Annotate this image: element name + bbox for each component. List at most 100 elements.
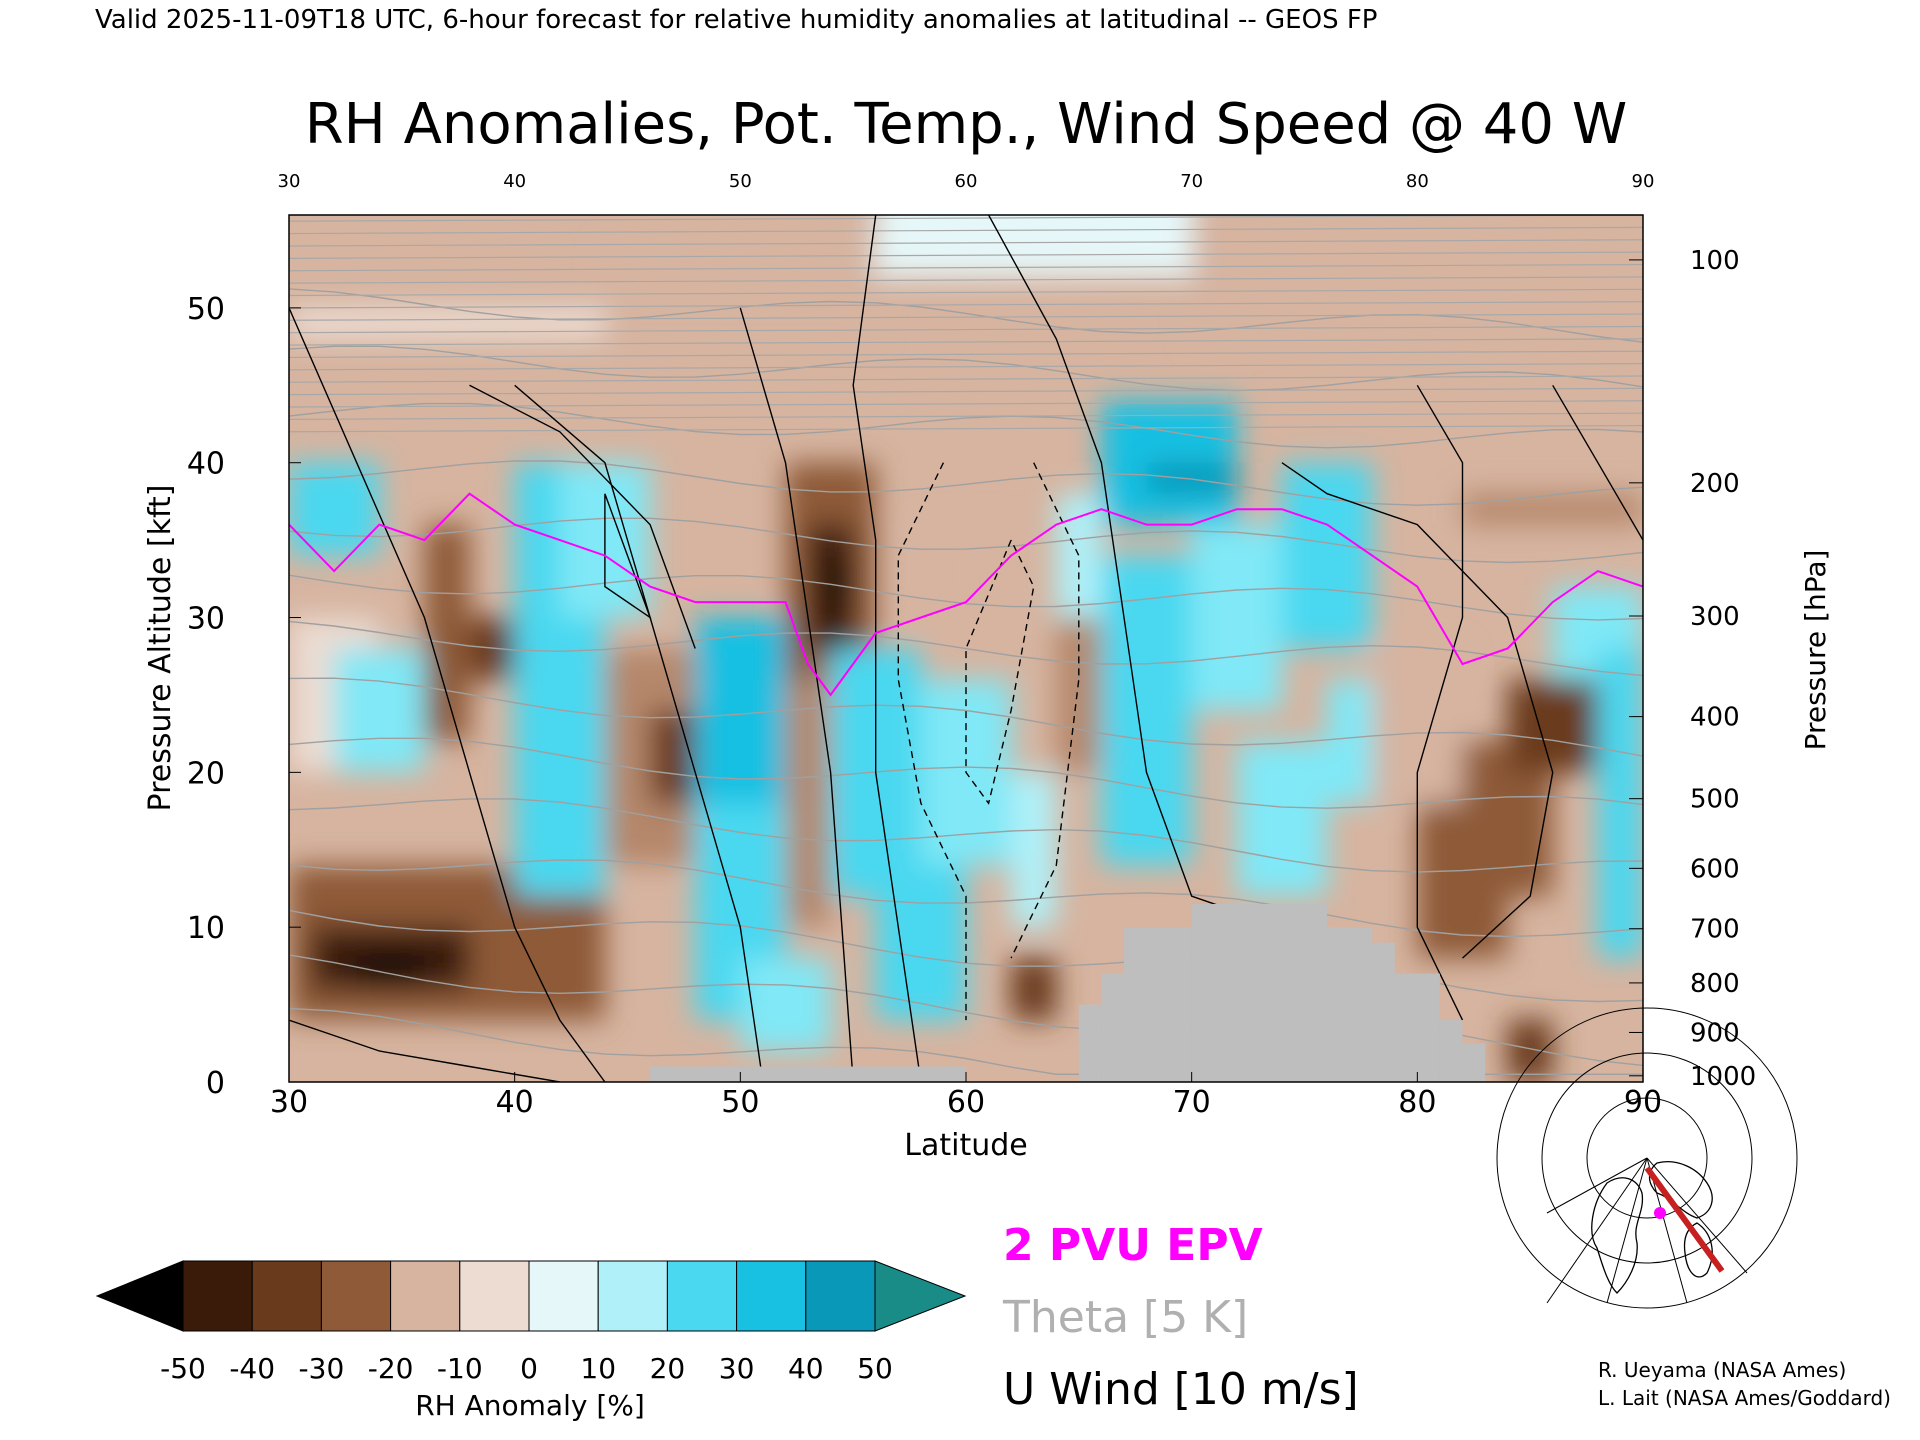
- colorbar-cell: [182, 1260, 253, 1332]
- colorbar-high-arrow: [874, 1260, 967, 1332]
- x-top-tick-label: 90: [1632, 171, 1655, 192]
- colorbar-cell: [459, 1260, 530, 1332]
- x-tick-label: 90: [1624, 1085, 1662, 1120]
- theta-contour-line: [289, 677, 1643, 757]
- x-tick-label: 60: [947, 1085, 985, 1120]
- rh-anomaly-patch: [1462, 493, 1643, 525]
- colorbar-cell: [736, 1260, 807, 1332]
- x-tick-label: 50: [721, 1085, 759, 1120]
- wind-contours: [289, 215, 1643, 1082]
- colorbar-cell: [805, 1260, 876, 1332]
- theta-contour-line: [289, 338, 1643, 346]
- terrain-block: [650, 1066, 966, 1082]
- rh-anomaly-patch: [289, 307, 605, 339]
- terrain-block: [1327, 927, 1373, 1082]
- colorbar-cell: [251, 1260, 322, 1332]
- wind-contour-line: [1416, 384, 1464, 1021]
- rh-anomaly-patch: [1101, 400, 1237, 525]
- terrain-mask: [650, 903, 1486, 1082]
- x-top-tick-label: 40: [503, 171, 526, 192]
- rh-anomaly-patch: [1507, 679, 1598, 773]
- rh-anomaly-patch: [334, 648, 425, 773]
- theta-contour-line: [289, 288, 1643, 297]
- x-top-tick-label: 50: [729, 171, 752, 192]
- y2-tick-label: 600: [1690, 854, 1740, 884]
- terrain-block: [1372, 942, 1395, 1082]
- theta-contour-line: [289, 215, 1643, 222]
- wind-contour-line: [289, 307, 606, 1082]
- theta-contour-line: [289, 460, 1643, 506]
- colorbar-cell: [390, 1260, 461, 1332]
- rh-anomaly-patch: [740, 958, 831, 1052]
- theta-contour-line: [289, 226, 1643, 235]
- wind-contour-line: [1552, 384, 1643, 541]
- y2-tick-label: 200: [1690, 469, 1740, 499]
- y-tick-label: 30: [187, 602, 225, 637]
- rh-anomaly-patch: [1011, 772, 1057, 928]
- colorbar: -50 -40 -30 -20 -10 0 10 20 30 40 50: [95, 1260, 967, 1385]
- terrain-block: [1078, 1004, 1102, 1082]
- theta-contour-line: [289, 276, 1643, 284]
- theta-contour-line: [289, 375, 1643, 383]
- x-top-tick-label: 80: [1406, 171, 1429, 192]
- colorbar-tick-label: -30: [299, 1352, 345, 1385]
- chart-title: RH Anomalies, Pot. Temp., Wind Speed @ 4…: [305, 92, 1627, 157]
- rh-anomaly-patch: [424, 524, 470, 742]
- x-top-tick-label: 30: [278, 171, 301, 192]
- terrain-block: [1394, 973, 1440, 1082]
- rh-anomaly-patch: [1191, 524, 1282, 711]
- x-top-tick-label: 60: [955, 171, 978, 192]
- rh-anomaly-patch: [1101, 555, 1192, 866]
- wind-contour-dashed-line: [1010, 462, 1080, 959]
- y2-axis-label: Pressure [hPa]: [1799, 550, 1832, 751]
- y2-tick-label: 1000: [1690, 1062, 1756, 1092]
- rh-anomaly-patch: [1191, 215, 1643, 339]
- colorbar-low-arrow: [95, 1260, 184, 1332]
- wind-contour-line: [1281, 462, 1554, 959]
- rh-anomaly-patch: [1146, 462, 1237, 494]
- rh-anomaly-patch: [1281, 462, 1373, 649]
- y2-tick-label: 900: [1690, 1018, 1740, 1048]
- rh-anomaly-patch: [875, 865, 966, 1021]
- y-tick-label: 40: [187, 447, 225, 482]
- y2-tick-label: 700: [1690, 915, 1740, 945]
- rh-anomaly-patch: [604, 245, 876, 339]
- rh-anomaly-patch: [650, 710, 696, 804]
- axes: 3030404050506060707080809090010203040501…: [187, 171, 1756, 1120]
- theta-contour-line: [289, 400, 1643, 408]
- inset-map: [1496, 1007, 1798, 1309]
- y-tick-label: 50: [187, 292, 225, 327]
- theta-contour-line: [289, 412, 1643, 420]
- legend-item: U Wind [10 m/s]: [1003, 1364, 1359, 1415]
- legend-item: 2 PVU EPV: [1003, 1220, 1263, 1271]
- y2-tick-label: 800: [1690, 969, 1740, 999]
- terrain-block: [1101, 973, 1124, 1082]
- x-tick-label: 40: [496, 1085, 534, 1120]
- x-tick-label: 80: [1398, 1085, 1436, 1120]
- colorbar-tick-label: -10: [437, 1352, 483, 1385]
- theta-contour-line: [289, 517, 1643, 564]
- colorbar-tick-label: -50: [160, 1352, 206, 1385]
- terrain-block: [1462, 1043, 1486, 1082]
- terrain-block: [1191, 903, 1328, 1082]
- header-text: Valid 2025-11-09T18 UTC, 6-hour forecast…: [95, 5, 1377, 35]
- epv-2pvu-line: [289, 492, 1643, 697]
- theta-contour-line: [289, 313, 1643, 321]
- colorbar-tick-label: 50: [857, 1352, 893, 1385]
- theta-contour-line: [289, 402, 1643, 449]
- theta-contour-line: [289, 239, 1643, 247]
- x-axis-label: Latitude: [904, 1128, 1027, 1163]
- rh-anomaly-field: [289, 215, 1643, 1082]
- theta-contour-line: [289, 363, 1643, 371]
- theta-contour-line: [289, 620, 1643, 677]
- y-tick-label: 20: [187, 756, 225, 791]
- theta-contour-line: [289, 350, 1643, 359]
- credit-line-1: R. Ueyama (NASA Ames): [1598, 1358, 1846, 1382]
- y-tick-label: 10: [187, 911, 225, 946]
- theta-contour-line: [289, 325, 1643, 334]
- theta-contour-line: [289, 424, 1643, 433]
- wind-contour-line: [739, 307, 854, 1082]
- rh-anomaly-patch: [1056, 617, 1102, 773]
- x-top-tick-label: 70: [1180, 171, 1203, 192]
- inset-cross-section-line: [1644, 1166, 1725, 1273]
